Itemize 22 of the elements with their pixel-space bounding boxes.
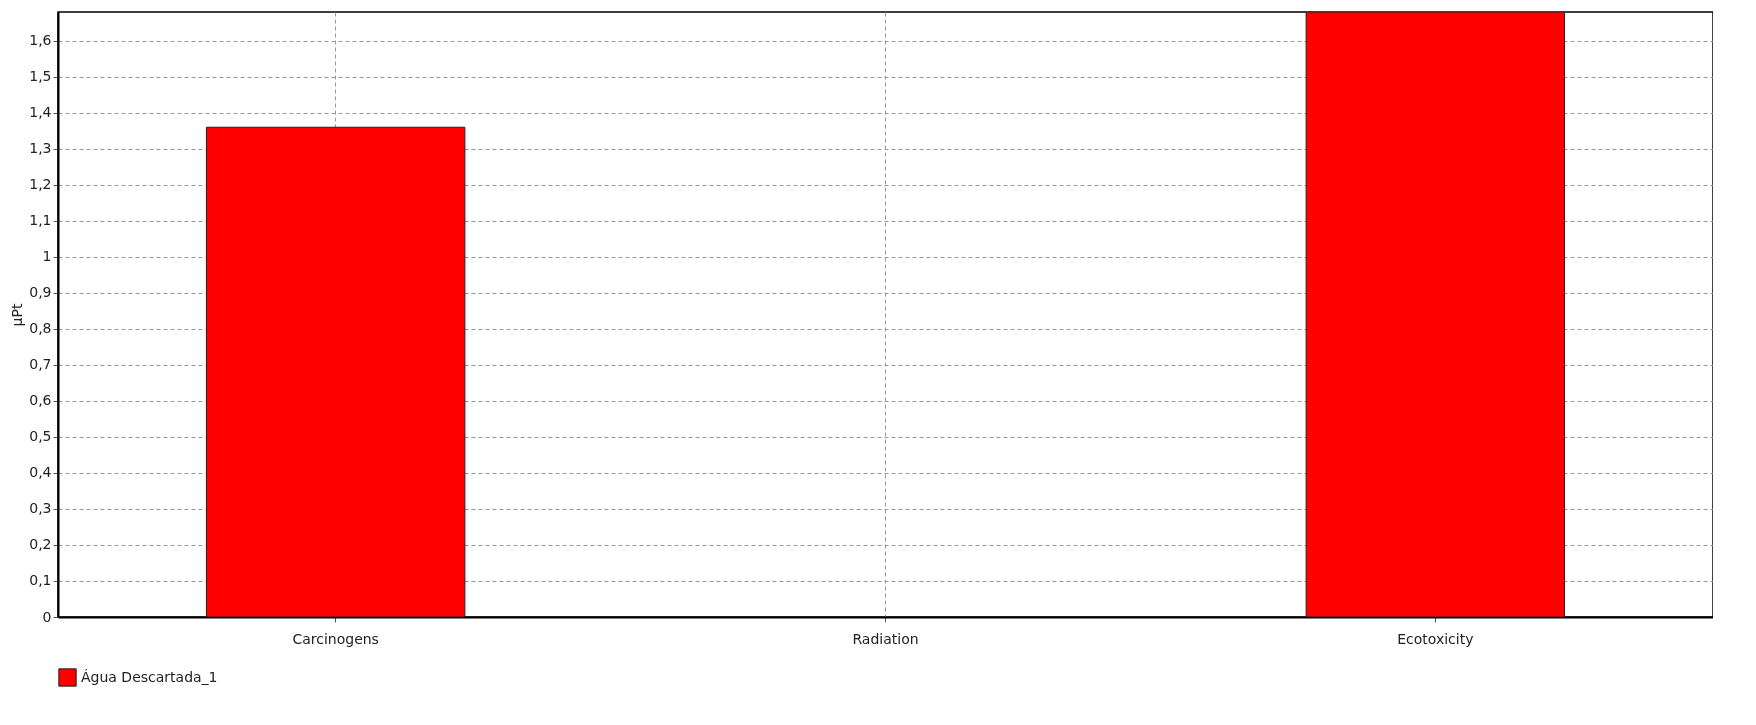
y-tick-label: 0,1 bbox=[29, 572, 52, 589]
y-tick-label: 0,6 bbox=[29, 392, 52, 409]
y-tick-label: 0,3 bbox=[29, 500, 52, 517]
y-tick-label: 0,4 bbox=[29, 464, 52, 481]
y-tick-label: 1,3 bbox=[29, 140, 52, 157]
y-tick-label: 1,2 bbox=[29, 176, 52, 193]
y-tick-label: 0,9 bbox=[29, 284, 52, 301]
y-tick-label: 0,2 bbox=[29, 536, 52, 553]
y-tick-label: 1,6 bbox=[29, 32, 52, 49]
y-axis-title: µPt bbox=[9, 303, 26, 327]
legend-label: Água Descartada_1 bbox=[81, 668, 218, 685]
x-tick-label: Carcinogens bbox=[292, 630, 379, 647]
x-tick-label: Ecotoxicity bbox=[1397, 630, 1474, 647]
y-tick-label: 0 bbox=[42, 608, 52, 625]
y-tick-label: 1 bbox=[42, 248, 52, 265]
x-tick-label: Radiation bbox=[852, 630, 919, 647]
y-tick-label: 1,4 bbox=[29, 104, 52, 121]
y-tick-label: 0,7 bbox=[29, 356, 52, 373]
y-tick-label: 0,8 bbox=[29, 320, 52, 337]
y-tick-label: 0,5 bbox=[29, 428, 52, 445]
y-tick-label: 1,1 bbox=[29, 212, 52, 229]
y-tick-label: 1,5 bbox=[29, 68, 52, 85]
